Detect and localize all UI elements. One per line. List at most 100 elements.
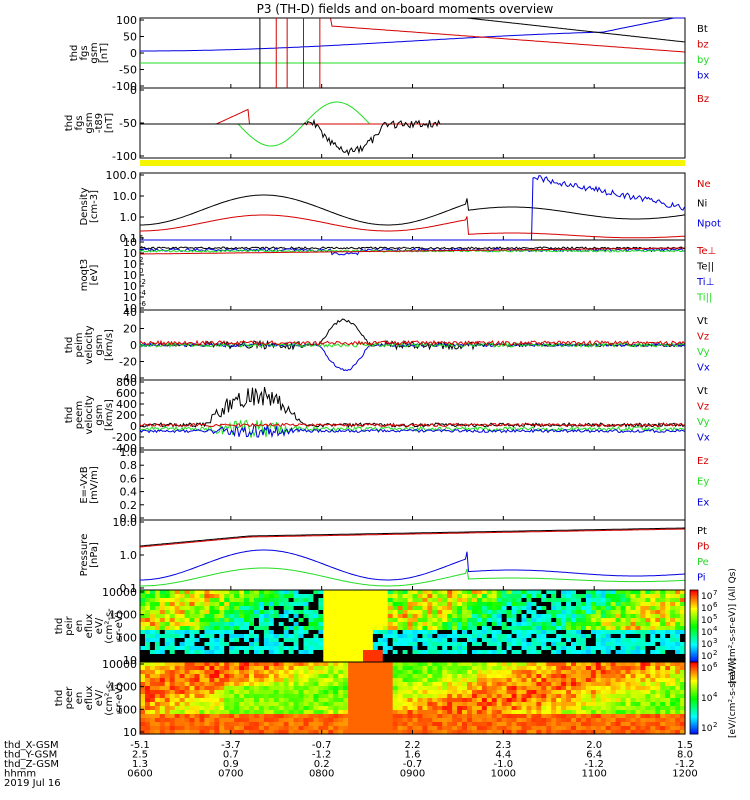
spectrogram-cell [278, 674, 285, 679]
y-axis-label: peir [64, 615, 75, 635]
spectrogram-cell [358, 670, 364, 675]
spectrogram-cell [506, 718, 513, 723]
spectrogram-cell [298, 710, 305, 715]
spectrogram-cell [199, 690, 206, 695]
spectrogram-cell [244, 610, 250, 615]
spectrogram-cell [506, 706, 513, 711]
spectrogram-cell [283, 706, 290, 711]
spectrogram-cell [630, 598, 637, 603]
y-tick-exponent: 4 [139, 245, 144, 253]
colorbar-segment [690, 708, 698, 712]
colorbar-segment [690, 663, 698, 667]
spectrogram-cell [645, 654, 651, 659]
spectrogram-cell [407, 626, 414, 631]
spectrogram-cell [442, 694, 448, 699]
spectrogram-cell [149, 722, 156, 727]
legend-npot: Npot [697, 218, 721, 229]
spectrogram-cell [452, 706, 458, 711]
spectrogram-cell [422, 602, 428, 607]
spectrogram-cell [407, 654, 414, 659]
spectrogram-cell [427, 678, 433, 683]
spectrogram-cell [625, 686, 632, 691]
spectrogram-cell [268, 670, 275, 675]
spectrogram-cell [665, 594, 671, 599]
spectrogram-cell [323, 690, 329, 695]
spectrogram-cell [283, 622, 290, 627]
spectrogram-cell [541, 630, 547, 635]
spectrogram-cell [660, 642, 666, 647]
spectrogram-cell [402, 610, 409, 615]
spectrogram-cell [318, 702, 324, 707]
spectrogram-cell [665, 626, 671, 631]
spectrogram-cell [486, 630, 493, 635]
spectrogram-cell [308, 690, 315, 695]
spectrogram-cell [412, 638, 419, 643]
spectrogram-cell [452, 606, 458, 611]
spectrogram-cell [268, 666, 275, 671]
spectrogram-cell [417, 678, 424, 683]
spectrogram-cell [581, 726, 587, 731]
spectrogram-cell [491, 698, 498, 703]
spectrogram-cell [541, 598, 547, 603]
spectrogram-cell [179, 666, 186, 671]
spectrogram-cell [263, 718, 270, 723]
spectrogram-cell [655, 654, 661, 659]
spectrogram-cell [234, 606, 240, 611]
spectrogram-cell [427, 730, 433, 735]
spectrogram-cell [268, 658, 275, 663]
spectrogram-cell [571, 686, 577, 691]
spectrogram-cell [526, 690, 533, 695]
spectrogram-cell [571, 610, 577, 615]
spectrogram-cell [476, 730, 483, 735]
spectrogram-cell [145, 674, 151, 679]
spectrogram-cell [442, 594, 448, 599]
spectrogram-cell [358, 718, 364, 723]
spectrogram-cell [427, 710, 433, 715]
spectrogram-cell [219, 658, 225, 663]
spectrogram-cell [254, 650, 260, 655]
spectrogram-cell [650, 722, 656, 727]
spectrogram-cell [214, 674, 220, 679]
spectrogram-cell [234, 598, 240, 603]
spectrogram-cell [680, 702, 686, 707]
spectrogram-cell [665, 646, 671, 651]
spectrogram-cell [605, 702, 612, 707]
spectrogram-cell [328, 594, 334, 599]
spectrogram-cell [313, 662, 319, 667]
spectrogram-cell [263, 706, 270, 711]
spectrogram-cell [159, 690, 166, 695]
spectrogram-cell [496, 606, 503, 611]
spectrogram-cell [402, 650, 409, 655]
spectrogram-cell [273, 610, 280, 615]
spectrogram-cell [630, 626, 637, 631]
spectrogram-cell [174, 718, 181, 723]
spectrogram-cell [600, 698, 607, 703]
colorbar-segment [690, 640, 698, 643]
spectrogram-cell [239, 610, 245, 615]
spectrogram-cell [481, 606, 488, 611]
spectrogram-cell [511, 638, 518, 643]
y-tick-label: 10 [123, 726, 137, 739]
spectrogram-cell [442, 698, 448, 703]
spectrogram-cell [457, 730, 463, 735]
spectrogram-cell [159, 694, 166, 699]
spectrogram-cell [551, 694, 557, 699]
spectrogram-cell [660, 694, 666, 699]
spectrogram-cell [169, 662, 176, 667]
spectrogram-cell [422, 710, 428, 715]
spectrogram-cell [496, 674, 503, 679]
spectrogram-cell [249, 662, 255, 667]
spectrogram-cell [199, 602, 206, 607]
spectrogram-cell [581, 618, 587, 623]
spectrogram-cell [437, 610, 443, 615]
spectrogram-cell [447, 698, 453, 703]
spectrogram-cell [675, 714, 681, 719]
spectrogram-cell [630, 710, 637, 715]
spectrogram-cell [566, 606, 572, 611]
spectrogram-cell [159, 726, 166, 731]
spectrogram-cell [239, 642, 245, 647]
colorbar-segment [690, 636, 698, 640]
ephemeris-value: 1000 [491, 769, 516, 780]
spectrogram-cell [164, 638, 171, 643]
spectrogram-cell [204, 698, 210, 703]
